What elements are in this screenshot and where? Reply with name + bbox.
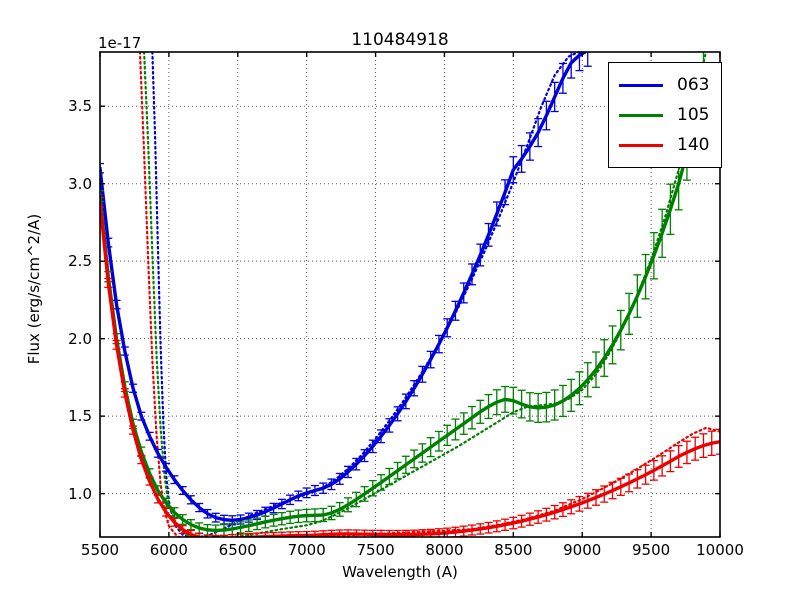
x-axis-label: Wavelength (A) — [342, 563, 458, 581]
legend-label: 140 — [677, 135, 710, 155]
legend: 063 105 140 — [608, 62, 723, 168]
y-axis-offset-label: 1e-17 — [98, 34, 142, 52]
dotted-curve-063-model — [151, 52, 582, 537]
legend-label: 105 — [677, 105, 710, 125]
x-tick-label: 9500 — [632, 541, 671, 559]
x-tick-label: 6000 — [149, 541, 188, 559]
y-tick-label: 3.0 — [68, 174, 92, 193]
x-tick-label: 10000 — [696, 541, 744, 559]
data-layer — [100, 52, 720, 537]
errorbars-063 — [100, 52, 592, 526]
y-tick-label: 1.5 — [68, 407, 92, 426]
legend-color-swatch — [619, 143, 663, 147]
x-tick-label: 7000 — [287, 541, 326, 559]
x-tick-label: 8500 — [494, 541, 533, 559]
x-tick-label: 8000 — [425, 541, 464, 559]
y-tick-label: 3.5 — [68, 97, 92, 116]
x-tick-label: 6500 — [218, 541, 257, 559]
errorbars-140 — [100, 197, 720, 537]
axes-frame — [99, 51, 721, 538]
plot-border — [99, 51, 721, 538]
x-tick-label: 7500 — [356, 541, 395, 559]
y-tick-label: 1.0 — [68, 484, 92, 503]
legend-color-swatch — [619, 113, 663, 117]
series-line-105 — [100, 64, 706, 533]
legend-item: 063 — [619, 70, 709, 100]
legend-item: 105 — [619, 100, 709, 130]
legend-label: 063 — [677, 75, 710, 95]
series-line-063 — [100, 52, 589, 522]
y-tick-label: 2.0 — [68, 329, 92, 348]
legend-color-swatch — [619, 83, 663, 87]
y-tick-label: 2.5 — [68, 252, 92, 271]
x-tick-label: 9000 — [563, 541, 602, 559]
chart-title: 110484918 — [351, 30, 449, 50]
x-tick-label: 5500 — [80, 541, 120, 559]
series-line-140 — [100, 200, 720, 537]
legend-item: 140 — [619, 130, 709, 160]
